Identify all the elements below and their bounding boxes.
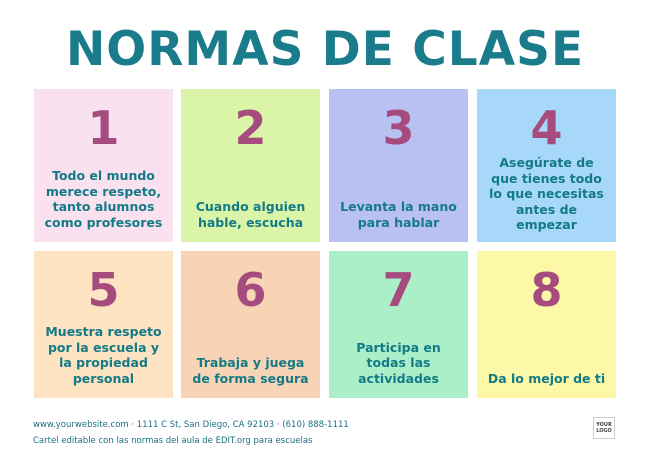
rule-text: Levanta la mano para hablar [340,199,457,230]
footer-contact: www.yourwebsite.com · 1111 C St, San Die… [33,420,349,430]
page-title: NORMAS DE CLASE [65,22,585,77]
rule-card-5: 5 Muestra respeto por la escuela y la pro… [34,251,173,398]
rule-card-1: 1 Todo el mundo merece respeto, tanto alu… [34,89,173,242]
rule-card-4: 4 Asegúrate de que tienes todo lo que nec… [477,89,616,242]
rule-text: Trabaja y juega de forma segura [192,355,309,386]
rule-number: 8 [530,263,563,317]
rule-number: 7 [382,263,415,317]
footer-caption: Cartel editable con las normas del aula … [33,436,313,446]
rule-text: Asegúrate de que tienes todo lo que nece… [489,155,604,232]
rule-text: Muestra respeto por la escuela y la prop… [45,324,162,386]
rule-card-3: 3 Levanta la mano para hablar [329,89,468,242]
rule-card-8: 8 Da lo mejor de ti [477,251,616,398]
rule-number: 3 [382,101,415,155]
rule-text: Cuando alguien hable, escucha [195,199,306,230]
rule-text: Todo el mundo merece respeto, tanto alum… [44,168,163,230]
rule-text: Da lo mejor de ti [487,370,606,386]
logo-placeholder: YOUR LOGO [593,417,615,439]
rule-number: 5 [87,263,120,317]
rule-text: Participa en todas las actividades [356,339,441,386]
rule-card-2: 2 Cuando alguien hable, escucha [181,89,320,242]
rule-number: 1 [87,101,120,155]
rule-card-7: 7 Participa en todas las actividades [329,251,468,398]
rule-number: 2 [234,101,267,155]
rule-card-6: 6 Trabaja y juega de forma segura [181,251,320,398]
rule-number: 4 [530,101,563,155]
rule-number: 6 [234,263,267,317]
